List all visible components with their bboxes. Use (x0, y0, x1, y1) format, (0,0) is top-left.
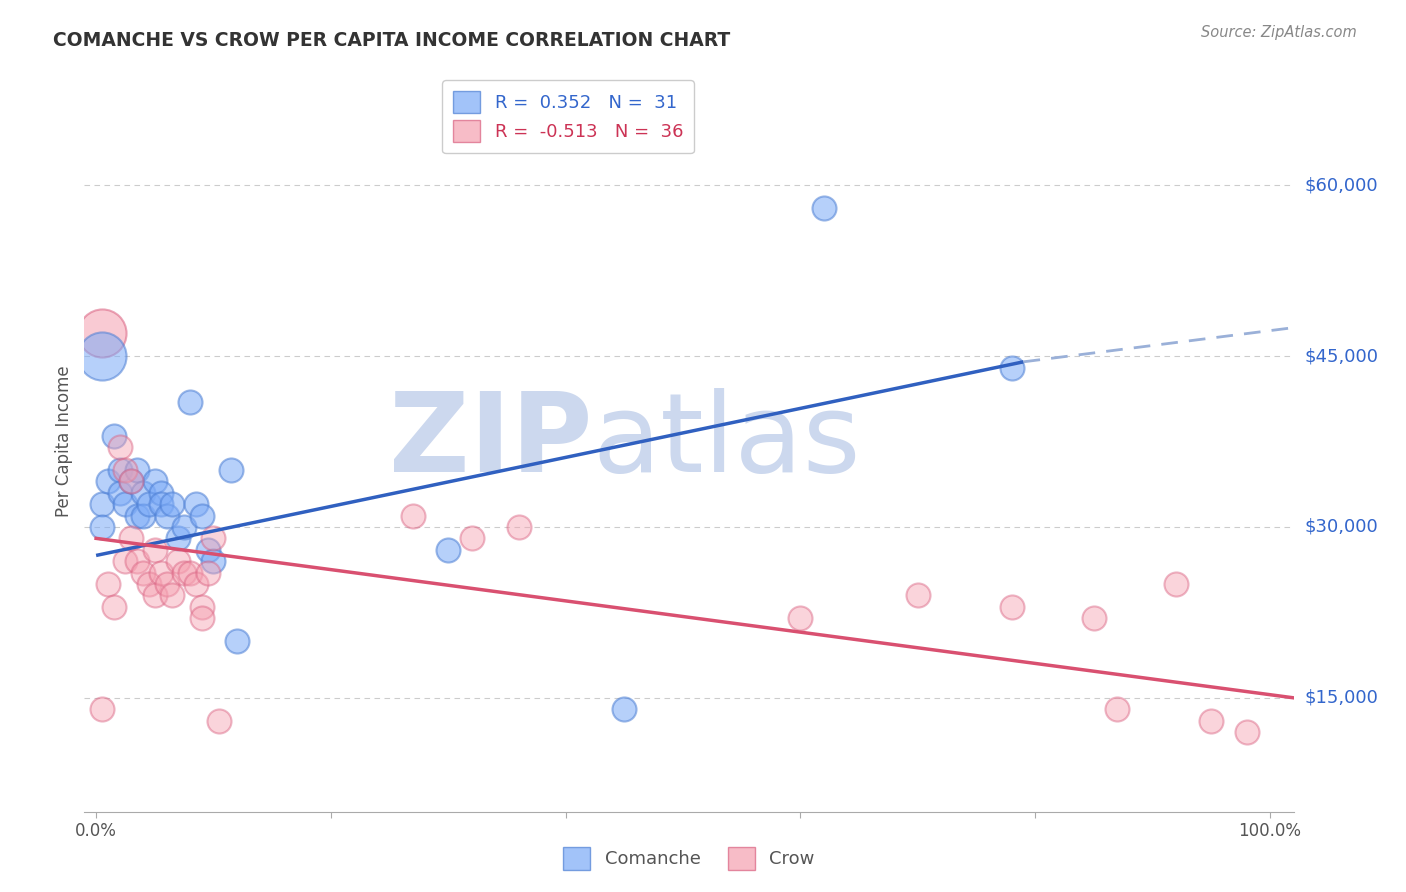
Point (143, 588, 166, 602)
Point (143, 475, 166, 489)
Point (127, 508, 149, 523)
Point (108, 463, 131, 477)
Point (91, 702, 114, 716)
Point (91, 520, 114, 534)
Text: $15,000: $15,000 (1305, 689, 1378, 706)
Point (97, 475, 120, 489)
Point (402, 508, 425, 523)
Point (138, 497, 160, 511)
Point (1166, 577, 1188, 591)
Point (91, 349, 114, 363)
Point (226, 633, 249, 648)
Point (508, 520, 530, 534)
Point (1001, 599, 1024, 614)
Point (173, 566, 195, 580)
Text: $30,000: $30,000 (1305, 518, 1378, 536)
Point (162, 497, 184, 511)
Point (179, 566, 201, 580)
Point (202, 532, 225, 546)
Point (179, 394, 201, 409)
Point (197, 542, 219, 557)
Point (132, 485, 155, 500)
Legend: Comanche, Crow: Comanche, Crow (555, 840, 823, 877)
Point (127, 463, 149, 477)
Text: atlas: atlas (592, 388, 860, 495)
Point (91, 326, 114, 341)
Text: $60,000: $60,000 (1305, 177, 1378, 194)
Point (108, 485, 131, 500)
Point (97, 577, 120, 591)
Point (1201, 714, 1223, 728)
Point (789, 611, 811, 625)
Point (120, 475, 142, 489)
Point (132, 566, 155, 580)
Point (461, 532, 484, 546)
Point (127, 554, 149, 568)
Point (1236, 725, 1258, 739)
Text: Source: ZipAtlas.com: Source: ZipAtlas.com (1201, 25, 1357, 40)
Point (167, 554, 190, 568)
Point (613, 702, 636, 716)
Point (143, 542, 166, 557)
Text: $45,000: $45,000 (1305, 347, 1379, 365)
Point (155, 508, 177, 523)
Point (91, 497, 114, 511)
Point (208, 714, 231, 728)
Point (184, 577, 207, 591)
Point (132, 508, 155, 523)
Point (167, 532, 190, 546)
Point (813, 201, 835, 215)
Y-axis label: Per Capita Income: Per Capita Income (55, 366, 73, 517)
Point (197, 566, 219, 580)
Point (103, 599, 125, 614)
Point (120, 475, 142, 489)
Point (114, 463, 136, 477)
Point (1107, 702, 1129, 716)
Point (114, 554, 136, 568)
Point (202, 554, 225, 568)
Point (1083, 611, 1105, 625)
Point (155, 577, 177, 591)
Point (190, 508, 212, 523)
Point (437, 542, 460, 557)
Point (149, 497, 172, 511)
Point (162, 588, 184, 602)
Point (138, 577, 160, 591)
Point (173, 520, 195, 534)
Point (120, 532, 142, 546)
Text: COMANCHE VS CROW PER CAPITA INCOME CORRELATION CHART: COMANCHE VS CROW PER CAPITA INCOME CORRE… (53, 31, 731, 50)
Point (108, 440, 131, 454)
Point (1001, 360, 1024, 375)
Point (907, 588, 929, 602)
Point (184, 497, 207, 511)
Point (219, 463, 242, 477)
Point (190, 599, 212, 614)
Point (149, 566, 172, 580)
Point (103, 429, 125, 443)
Point (114, 497, 136, 511)
Point (190, 611, 212, 625)
Point (149, 485, 172, 500)
Text: ZIP: ZIP (389, 388, 592, 495)
